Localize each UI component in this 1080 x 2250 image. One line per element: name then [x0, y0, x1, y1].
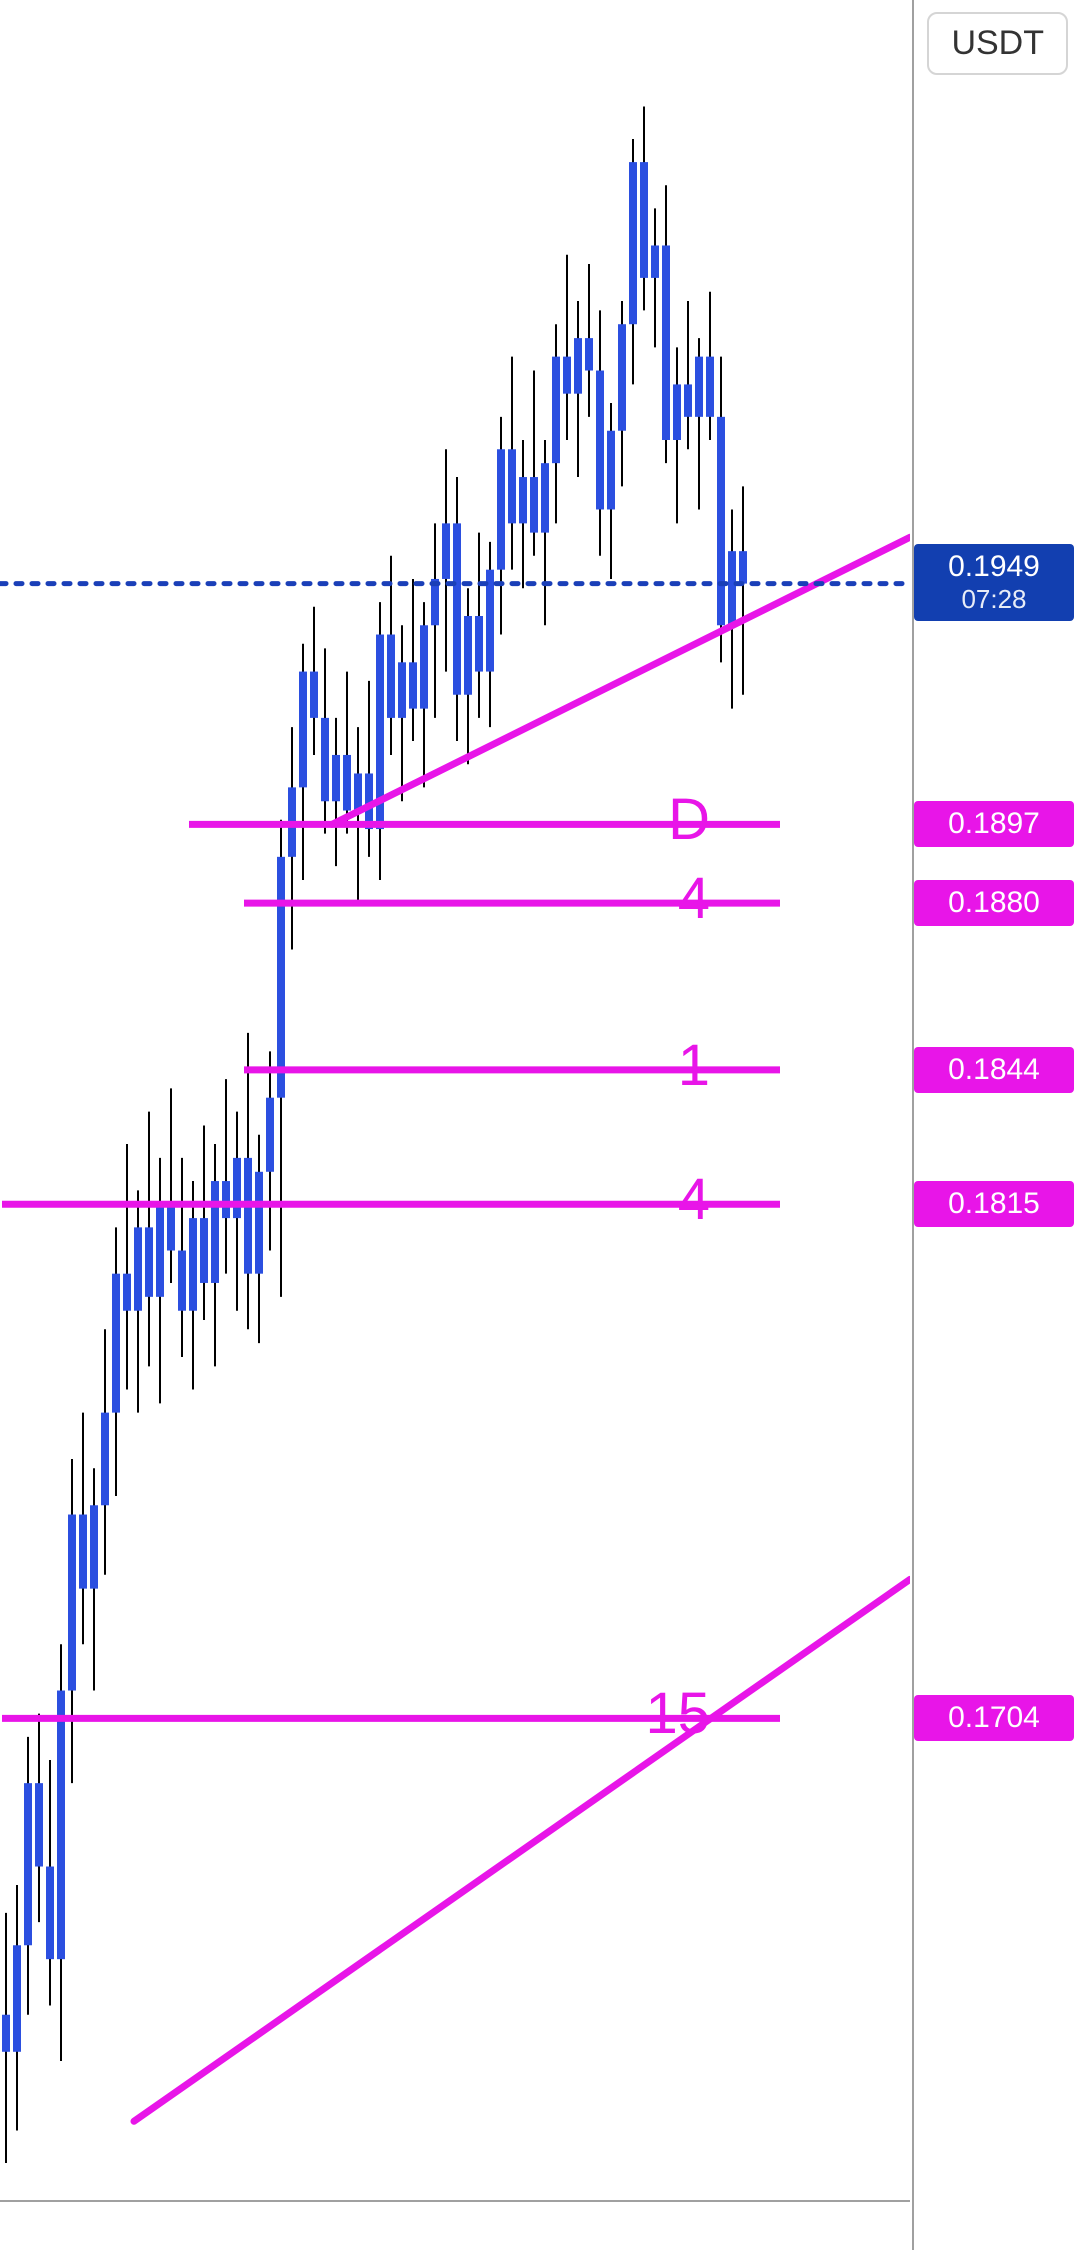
candle-body: [739, 551, 747, 583]
axis-tick: [916, 1715, 926, 1721]
candle-body: [354, 773, 362, 810]
candle-body: [244, 1158, 252, 1274]
level-price-flag[interactable]: 0.1815: [914, 1181, 1074, 1227]
candle-body: [68, 1515, 76, 1691]
candle-body: [13, 1945, 21, 2052]
price-flag-value: 0.1704: [948, 1701, 1040, 1734]
candle-body: [200, 1218, 208, 1283]
candle-body: [684, 384, 692, 416]
price-flag-value: 0.1880: [948, 886, 1040, 919]
candle-body: [134, 1227, 142, 1310]
candle-body: [79, 1515, 87, 1589]
trendline[interactable]: [332, 537, 910, 824]
candle-body: [717, 417, 725, 625]
candle-body: [651, 245, 659, 277]
candle-body: [673, 384, 681, 440]
candle-body: [255, 1172, 263, 1274]
axis-tick: [916, 581, 926, 587]
candle-body: [629, 162, 637, 324]
candle-body: [607, 431, 615, 510]
candle-body: [497, 449, 505, 569]
axis-tick: [916, 1067, 926, 1073]
level-price-flag[interactable]: 0.1704: [914, 1695, 1074, 1741]
candle-body: [596, 371, 604, 510]
candle-body: [398, 662, 406, 718]
price-flag-value: 0.1844: [948, 1053, 1040, 1086]
candle-body: [277, 857, 285, 1098]
level-price-flag[interactable]: 0.1897: [914, 801, 1074, 847]
candle-body: [695, 357, 703, 417]
candle-body: [90, 1505, 98, 1588]
candle-body: [123, 1274, 131, 1311]
axis-tick: [916, 1201, 926, 1207]
candle-body: [167, 1204, 175, 1250]
axis-tick: [916, 821, 926, 827]
candle-body: [222, 1181, 230, 1218]
candle-body: [2, 2015, 10, 2052]
candle-body: [343, 755, 351, 811]
horizontal-level-label: 15: [645, 1680, 710, 1747]
candle-body: [35, 1783, 43, 1866]
horizontal-level-label: 1: [678, 1032, 710, 1099]
candle-body: [101, 1413, 109, 1506]
candle-body: [387, 635, 395, 718]
candle-body: [420, 625, 428, 708]
candle-body: [299, 672, 307, 788]
price-flag-value: 0.1897: [948, 807, 1040, 840]
candle-body: [189, 1218, 197, 1311]
candle-body: [585, 338, 593, 370]
candle-body: [332, 755, 340, 801]
candle-body: [530, 477, 538, 533]
candle-body: [46, 1867, 54, 1960]
candle-body: [464, 616, 472, 695]
horizontal-level-label: D: [668, 786, 710, 853]
candle-body: [574, 338, 582, 394]
candle-body: [112, 1274, 120, 1413]
price-axis-pane[interactable]: 0.194907:28 0.1897 0.1880 0.1844 0.1815 0.170…: [914, 0, 1080, 2250]
chart-svg: [0, 0, 910, 2200]
price-flag-countdown: 07:28: [926, 584, 1062, 615]
candle-body: [57, 1691, 65, 1960]
candle-body: [211, 1181, 219, 1283]
candle-body: [178, 1251, 186, 1311]
candle-body: [552, 357, 560, 464]
candle-body: [321, 718, 329, 801]
chart-bottom-border: [0, 2200, 910, 2202]
candle-body: [442, 523, 450, 579]
candle-body: [618, 324, 626, 431]
currency-badge[interactable]: USDT: [927, 12, 1068, 75]
axis-tick: [916, 900, 926, 906]
candle-body: [233, 1158, 241, 1218]
level-price-flag[interactable]: 0.1844: [914, 1047, 1074, 1093]
candle-body: [508, 449, 516, 523]
price-flag-value: 0.1949: [948, 550, 1040, 583]
candle-body: [706, 357, 714, 417]
current-price-flag[interactable]: 0.194907:28: [914, 544, 1074, 621]
candle-body: [541, 463, 549, 532]
price-flag-value: 0.1815: [948, 1187, 1040, 1220]
candle-body: [453, 523, 461, 694]
candle-body: [728, 551, 736, 625]
candle-body: [563, 357, 571, 394]
candle-body: [310, 672, 318, 718]
candle-body: [662, 245, 670, 440]
candle-body: [519, 477, 527, 523]
chart-pane[interactable]: D 4 1 4 15: [0, 0, 910, 2200]
candle-body: [475, 616, 483, 672]
horizontal-level-label: 4: [678, 1166, 710, 1233]
level-price-flag[interactable]: 0.1880: [914, 880, 1074, 926]
candle-body: [640, 162, 648, 278]
candle-body: [145, 1227, 153, 1296]
trendline[interactable]: [134, 1579, 910, 2121]
horizontal-level-label: 4: [678, 865, 710, 932]
candle-body: [409, 662, 417, 708]
candle-body: [266, 1098, 274, 1172]
candle-body: [156, 1204, 164, 1297]
candle-body: [24, 1783, 32, 1945]
